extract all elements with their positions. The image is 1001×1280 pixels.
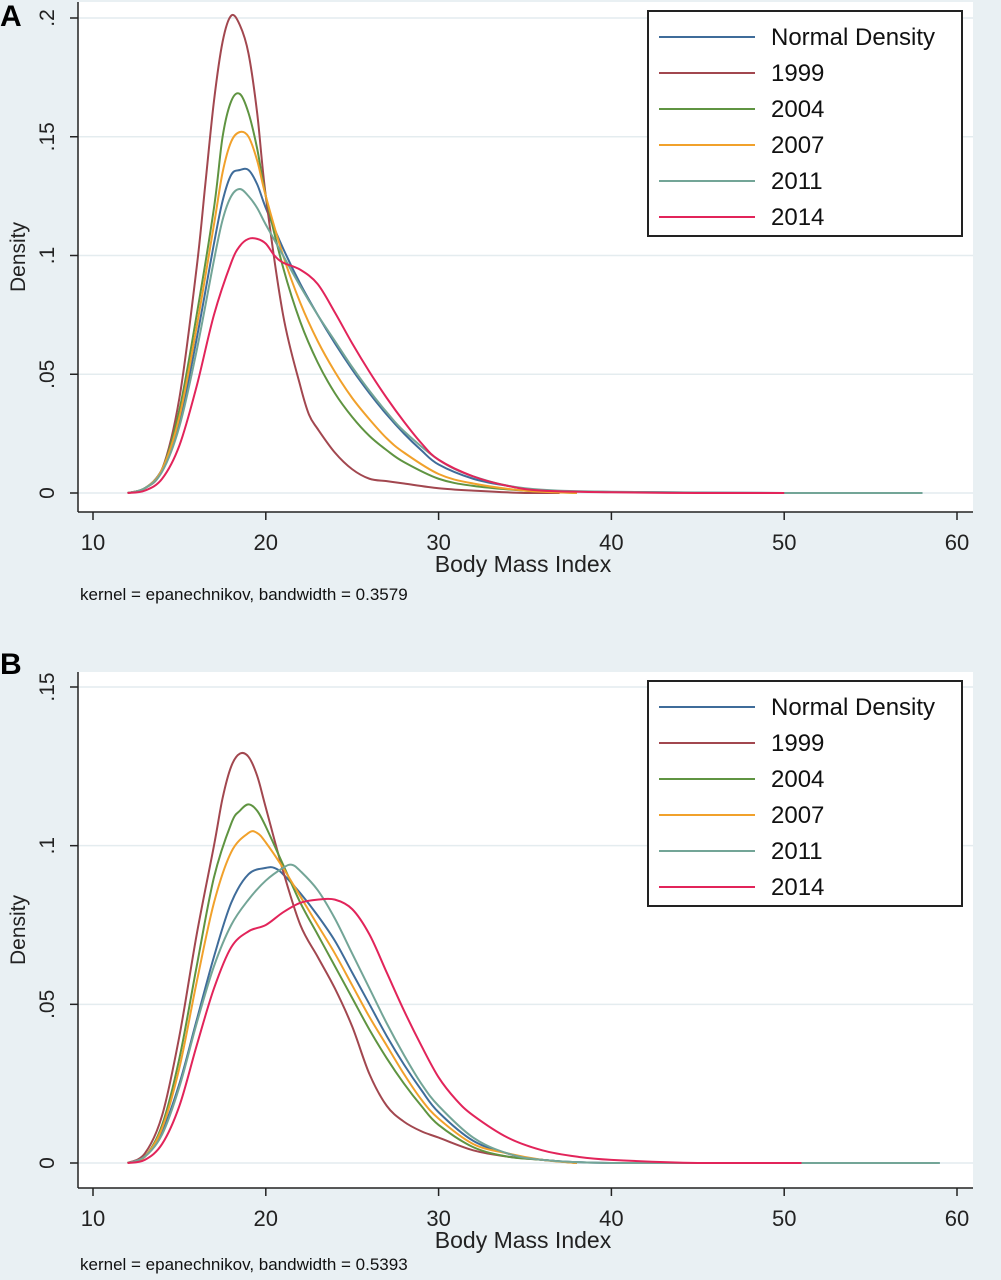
legend-label: Normal Density (771, 694, 936, 721)
y-tick-label: .1 (36, 837, 59, 855)
legend-item-2011: 2011 (659, 834, 959, 870)
x-tick-label: 30 (426, 1206, 450, 1231)
legend-item-normal-density: Normal Density (659, 690, 959, 726)
legend-item-1999: 1999 (659, 56, 959, 92)
y-tick-label: .2 (36, 9, 59, 27)
x-tick-label: 40 (599, 530, 623, 555)
panel-a-letter: A (0, 0, 22, 33)
legend-label: 2014 (771, 204, 825, 231)
legend-swatch (659, 850, 755, 852)
legend-item-2004: 2004 (659, 762, 959, 798)
legend-item-2004: 2004 (659, 92, 959, 128)
legend-item-normal-density: Normal Density (659, 20, 959, 56)
panel-b-kernel-note: kernel = epanechnikov, bandwidth = 0.539… (80, 1255, 408, 1274)
legend-label: 2014 (771, 874, 825, 901)
x-tick-label: 30 (426, 530, 450, 555)
panel-b-legend: Normal Density 1999 2004 2007 2011 2014 (647, 680, 963, 907)
legend-label: 2004 (771, 96, 825, 123)
series-line-2007 (127, 830, 577, 1164)
series-line-2014 (127, 897, 802, 1164)
x-tick-label: 40 (599, 1206, 623, 1231)
panel-b-letter: B (0, 648, 22, 681)
y-tick-label: 0 (36, 487, 59, 499)
legend-label: 2004 (771, 766, 825, 793)
legend-label: 2007 (771, 132, 825, 159)
legend-item-2014: 2014 (659, 870, 959, 906)
legend-item-2014: 2014 (659, 200, 959, 236)
x-tick-label: 50 (772, 1206, 796, 1231)
series-line-2007 (127, 130, 577, 494)
y-tick-label: .05 (36, 360, 59, 389)
x-tick-label: 60 (945, 530, 969, 555)
legend-swatch (659, 72, 755, 74)
series-line-2011 (127, 863, 940, 1165)
legend-swatch (659, 814, 755, 816)
y-tick-label: .1 (36, 247, 59, 265)
x-tick-label: 50 (772, 530, 796, 555)
legend-item-2011: 2011 (659, 164, 959, 200)
x-tick-label: 60 (945, 1206, 969, 1231)
x-tick-label: 20 (254, 530, 278, 555)
legend-label: 2011 (771, 168, 823, 195)
y-tick-label: .05 (36, 990, 59, 1019)
legend-swatch (659, 706, 755, 708)
x-tick-label: 10 (81, 530, 105, 555)
legend-item-2007: 2007 (659, 128, 959, 164)
legend-label: 2007 (771, 802, 825, 829)
series-line-2014 (127, 237, 785, 495)
series-line-2004 (127, 803, 577, 1164)
y-axis-title: Density (7, 894, 30, 965)
legend-swatch (659, 216, 755, 218)
x-axis-title: Body Mass Index (435, 1227, 612, 1253)
legend-label: 1999 (771, 730, 825, 757)
y-axis-title: Density (7, 221, 30, 292)
legend-label: Normal Density (771, 24, 936, 51)
x-axis-title: Body Mass Index (435, 551, 612, 577)
legend-item-1999: 1999 (659, 726, 959, 762)
legend-swatch (659, 36, 755, 38)
panel-a-legend: Normal Density 1999 2004 2007 2011 2014 (647, 10, 963, 237)
y-tick-label: 0 (36, 1157, 59, 1169)
legend-swatch (659, 742, 755, 744)
series-line-1999 (127, 751, 577, 1164)
legend-swatch (659, 144, 755, 146)
y-tick-label: .15 (36, 672, 59, 701)
legend-swatch (659, 108, 755, 110)
legend-swatch (659, 886, 755, 888)
x-tick-label: 10 (81, 1206, 105, 1231)
legend-label: 1999 (771, 60, 825, 87)
legend-swatch (659, 778, 755, 780)
legend-item-2007: 2007 (659, 798, 959, 834)
y-tick-label: .15 (36, 122, 59, 151)
legend-swatch (659, 180, 755, 182)
x-tick-label: 20 (254, 1206, 278, 1231)
legend-label: 2011 (771, 838, 823, 865)
panel-a-kernel-note: kernel = epanechnikov, bandwidth = 0.357… (80, 585, 408, 604)
